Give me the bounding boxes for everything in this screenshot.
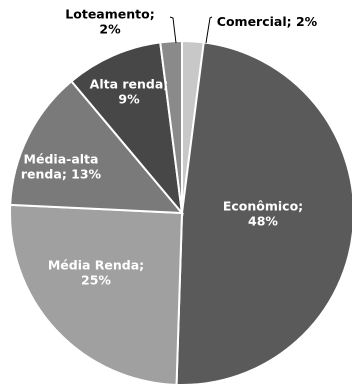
slice-loteamento [159, 39, 183, 214]
slice-econ-mico [175, 41, 352, 385]
data-label: Média-alta renda; 13% [21, 152, 102, 182]
leader-lines [169, 16, 213, 44]
data-label: Média Renda; 25% [48, 258, 144, 288]
data-label: Comercial; 2% [217, 14, 318, 29]
slice-m-dia-renda [9, 203, 184, 385]
slice-m-dia-alta-renda [9, 79, 185, 215]
pie-slices [9, 39, 352, 385]
slice-alta-renda [70, 41, 184, 217]
data-label: Econômico; 48% [223, 199, 303, 229]
slice-labels: Comercial; 2% Econômico; 48% Média Renda; 25… [21, 7, 318, 288]
data-label: Alta renda; 9% [90, 77, 169, 107]
leader-line [169, 16, 177, 44]
leader-line [205, 16, 213, 44]
data-label: Loteamento; 2% [65, 7, 154, 37]
